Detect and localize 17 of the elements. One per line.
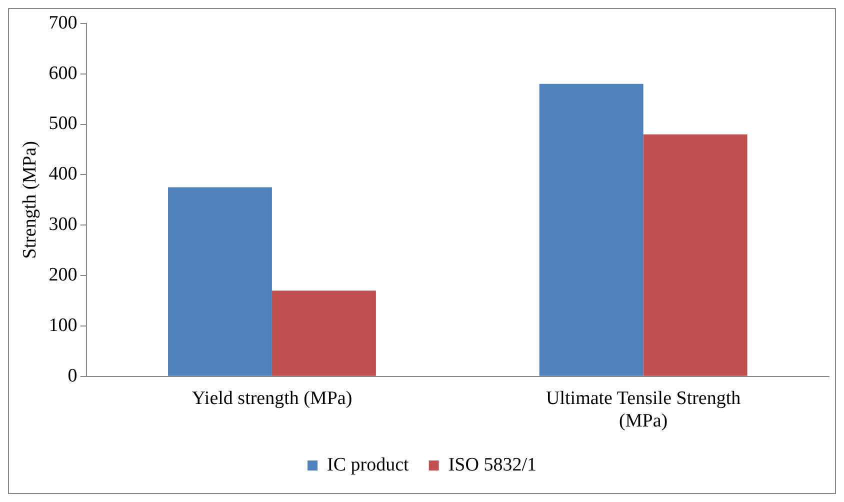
y-tick-label: 200 <box>48 264 78 286</box>
y-tick-label: 300 <box>48 214 78 236</box>
x-tick-label: Ultimate Tensile Strength (MPa) <box>546 388 742 432</box>
legend-label: ISO 5832/1 <box>448 454 536 476</box>
bar <box>168 187 272 376</box>
y-tick-label: 600 <box>48 62 78 84</box>
x-tick-label: Yield strength (MPa) <box>192 388 352 409</box>
legend-label: IC product <box>327 454 410 476</box>
y-tick-label: 700 <box>48 12 78 34</box>
bar <box>539 84 644 376</box>
y-tick-label: 400 <box>48 164 78 185</box>
y-tick-label: 500 <box>48 113 78 134</box>
y-tick-label: 100 <box>48 314 78 336</box>
bar <box>643 134 748 376</box>
bar <box>272 290 376 376</box>
y-axis-title: Strength (MPa) <box>19 141 40 259</box>
y-tick-label: 0 <box>68 365 78 386</box>
